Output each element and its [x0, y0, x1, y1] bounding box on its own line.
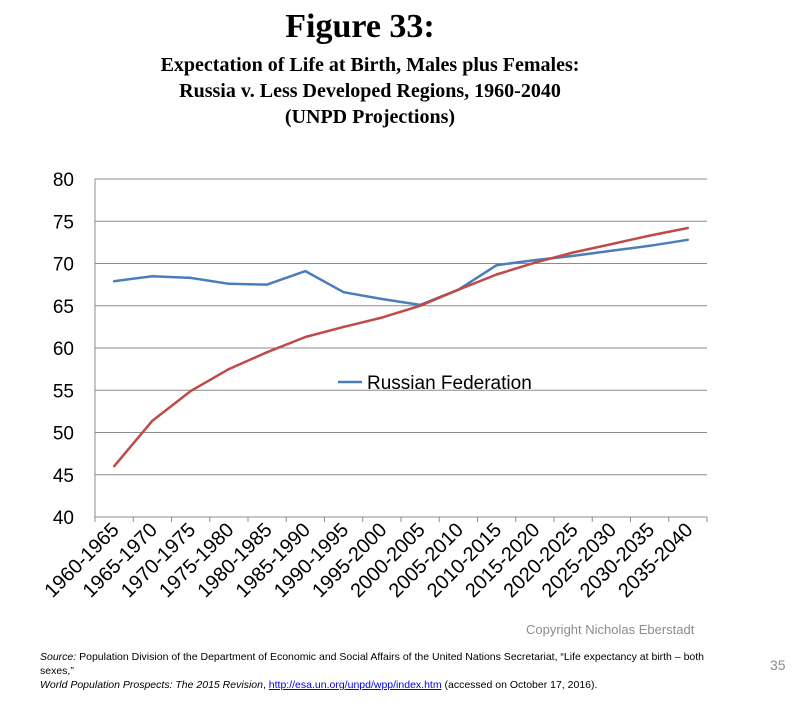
data-point — [610, 249, 613, 253]
source-text: Population Division of the Department of… — [40, 651, 705, 677]
data-point — [648, 244, 651, 247]
source-label: Source: — [40, 651, 77, 663]
data-point — [227, 282, 231, 285]
data-point — [265, 283, 269, 286]
data-point — [457, 288, 460, 291]
series-line-2 — [113, 226, 689, 468]
data-point — [533, 261, 537, 264]
series-line-1 — [113, 238, 689, 307]
data-point — [151, 419, 154, 422]
data-point — [304, 335, 307, 339]
y-tick-label: 50 — [53, 424, 74, 445]
accessed-date: (accessed on October 17, 2016). — [441, 679, 598, 691]
y-tick-label: 75 — [53, 212, 74, 233]
y-tick-label: 45 — [53, 466, 74, 487]
data-point — [648, 234, 651, 237]
data-point — [380, 316, 384, 319]
gridlines — [95, 178, 707, 476]
page-number: 35 — [770, 657, 786, 673]
data-point — [686, 238, 690, 242]
figure-title: Figure 33: — [285, 8, 435, 45]
data-point — [380, 297, 384, 301]
y-tick-label: 65 — [53, 297, 74, 318]
source-link[interactable]: http://esa.un.org/unpd/wpp/index.htm — [268, 679, 442, 691]
series-lines — [112, 226, 690, 468]
data-point — [342, 325, 345, 329]
data-point — [189, 276, 192, 280]
y-tick-label: 70 — [53, 255, 74, 276]
data-point — [112, 280, 116, 283]
x-tick-labels: 1960-19651965-19701970-19751975-19801980… — [40, 519, 697, 602]
y-tick-label: 55 — [53, 381, 74, 402]
y-tick-label: 80 — [53, 170, 74, 191]
data-point — [686, 226, 690, 230]
subtitle-line: Expectation of Life at Birth, Males plus… — [160, 54, 580, 76]
legend: Russian Federation — [338, 373, 532, 394]
data-point — [151, 274, 154, 278]
wpp-title: World Population Prospects: The 2015 Rev… — [40, 679, 263, 691]
data-point — [342, 291, 345, 294]
data-point — [610, 242, 613, 246]
source-note: Source: Population Division of the Depar… — [40, 650, 740, 692]
y-tick-label: 60 — [53, 339, 74, 360]
data-point — [112, 465, 116, 468]
subtitle-line: (UNPD Projections) — [284, 106, 456, 128]
figure-subtitle: Expectation of Life at Birth, Males plus… — [0, 52, 740, 130]
data-point — [418, 304, 422, 307]
axes — [94, 179, 708, 522]
wpp-separator: , — [262, 679, 269, 691]
data-point — [189, 389, 192, 393]
data-point — [304, 269, 307, 273]
data-point — [495, 263, 498, 267]
data-point — [571, 251, 575, 254]
data-point — [533, 258, 537, 262]
copyright-notice: Copyright Nicholas Eberstadt — [526, 622, 695, 637]
data-point — [495, 273, 498, 276]
y-tick-labels: 40 45 50 55 60 65 70 75 80 — [53, 170, 74, 529]
data-point — [571, 254, 575, 258]
y-tick-label: 40 — [53, 508, 74, 529]
data-point — [265, 351, 269, 354]
legend-label-russian-federation: Russian Federation — [367, 373, 532, 394]
subtitle-line: Russia v. Less Developed Regions, 1960-2… — [179, 80, 561, 102]
data-point — [227, 367, 231, 371]
